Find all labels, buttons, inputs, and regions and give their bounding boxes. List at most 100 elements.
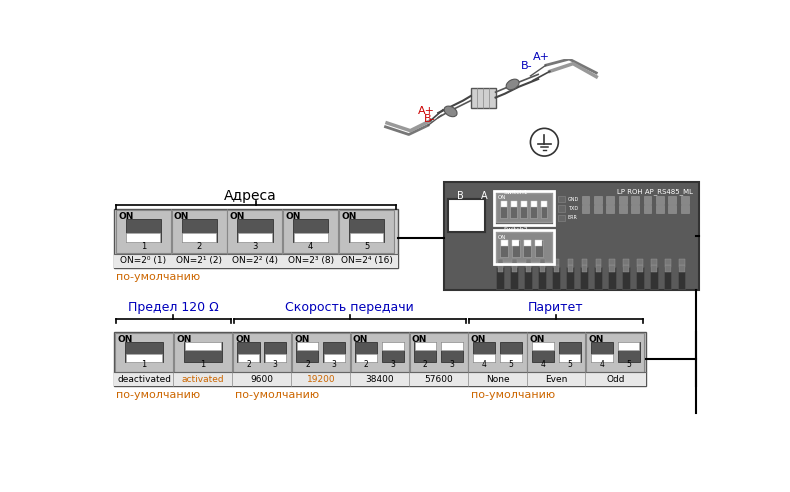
Bar bbox=[238, 341, 260, 362]
Bar bbox=[656, 205, 664, 213]
Bar bbox=[356, 341, 378, 362]
Bar bbox=[174, 333, 232, 371]
Bar bbox=[339, 210, 394, 253]
Bar bbox=[323, 354, 344, 362]
Bar bbox=[559, 341, 581, 362]
Text: 2: 2 bbox=[197, 242, 201, 251]
Bar bbox=[581, 265, 587, 272]
Bar bbox=[649, 267, 657, 288]
Text: ON: ON bbox=[118, 212, 134, 221]
Text: ON: ON bbox=[498, 195, 506, 200]
Bar bbox=[238, 233, 272, 242]
Bar bbox=[501, 240, 507, 246]
Bar bbox=[415, 341, 436, 350]
Bar bbox=[581, 259, 587, 265]
Bar bbox=[126, 233, 160, 242]
Text: A: A bbox=[480, 191, 487, 202]
Bar bbox=[264, 341, 286, 362]
Ellipse shape bbox=[444, 106, 457, 117]
Bar bbox=[473, 354, 495, 362]
Text: 4: 4 bbox=[482, 360, 487, 369]
Text: Предел 120 Ω: Предел 120 Ω bbox=[128, 301, 219, 314]
Bar bbox=[521, 201, 528, 217]
Bar bbox=[233, 333, 291, 371]
Bar bbox=[382, 341, 404, 350]
Bar bbox=[559, 215, 565, 221]
Bar bbox=[581, 196, 589, 204]
Bar bbox=[185, 341, 221, 350]
Bar bbox=[382, 341, 404, 362]
Text: deactivated: deactivated bbox=[117, 375, 171, 384]
Text: ON: ON bbox=[471, 336, 486, 344]
Text: 4: 4 bbox=[308, 242, 314, 251]
Bar bbox=[238, 354, 259, 362]
Text: ON=2¹ (2): ON=2¹ (2) bbox=[176, 256, 222, 265]
Bar bbox=[447, 199, 485, 232]
Bar bbox=[171, 210, 227, 253]
Text: ON: ON bbox=[341, 212, 357, 221]
Bar bbox=[568, 259, 573, 265]
Bar bbox=[184, 341, 221, 362]
Bar bbox=[568, 265, 573, 272]
Bar bbox=[638, 265, 643, 272]
Bar bbox=[554, 265, 559, 272]
Bar bbox=[541, 201, 547, 207]
Bar bbox=[540, 265, 545, 272]
Bar bbox=[526, 259, 531, 265]
Bar bbox=[536, 240, 543, 246]
Text: 3: 3 bbox=[252, 242, 258, 251]
Bar bbox=[500, 240, 508, 257]
Text: ON: ON bbox=[353, 336, 368, 344]
Bar bbox=[594, 267, 602, 288]
Bar bbox=[496, 193, 552, 222]
Bar bbox=[532, 341, 554, 362]
Ellipse shape bbox=[506, 79, 519, 90]
Bar bbox=[622, 267, 630, 288]
Bar bbox=[409, 333, 468, 371]
Bar bbox=[631, 205, 639, 213]
Bar bbox=[554, 259, 559, 265]
Bar bbox=[651, 259, 656, 265]
Bar bbox=[644, 196, 651, 204]
Bar bbox=[524, 240, 531, 257]
Text: LP ROH AP_RS485_ML: LP ROH AP_RS485_ML bbox=[617, 188, 693, 195]
Text: 19200: 19200 bbox=[307, 375, 335, 384]
Bar bbox=[512, 240, 519, 246]
Bar bbox=[501, 201, 507, 207]
Text: Switch1: Switch1 bbox=[504, 190, 529, 195]
Bar bbox=[679, 265, 685, 272]
Bar bbox=[323, 341, 345, 362]
Bar bbox=[540, 259, 545, 265]
Text: 5: 5 bbox=[364, 242, 369, 251]
Bar bbox=[471, 88, 495, 108]
Text: 5: 5 bbox=[509, 360, 514, 369]
Bar bbox=[559, 205, 565, 212]
Text: ON=2² (4): ON=2² (4) bbox=[232, 256, 278, 265]
Bar bbox=[618, 341, 640, 362]
Bar bbox=[644, 205, 651, 213]
Text: B-: B- bbox=[423, 114, 435, 123]
Text: 4: 4 bbox=[600, 360, 604, 369]
Text: Скорость передачи: Скорость передачи bbox=[285, 301, 414, 314]
Text: TXD: TXD bbox=[568, 206, 577, 211]
Bar bbox=[296, 341, 318, 362]
Bar bbox=[591, 341, 613, 362]
Text: 3: 3 bbox=[332, 360, 337, 369]
Text: 3: 3 bbox=[450, 360, 454, 369]
Bar bbox=[636, 267, 644, 288]
Text: по-умолчанию: по-умолчанию bbox=[235, 390, 319, 400]
Text: 3: 3 bbox=[390, 360, 396, 369]
Bar bbox=[265, 354, 286, 362]
Bar bbox=[594, 205, 602, 213]
Text: None: None bbox=[486, 375, 510, 384]
Bar bbox=[596, 259, 601, 265]
Text: 2: 2 bbox=[423, 360, 427, 369]
Bar bbox=[494, 230, 555, 264]
Text: 2: 2 bbox=[246, 360, 251, 369]
Bar bbox=[538, 267, 546, 288]
Bar bbox=[126, 341, 163, 362]
Bar bbox=[631, 196, 639, 204]
Text: GND: GND bbox=[568, 197, 579, 202]
Bar bbox=[581, 205, 589, 213]
Bar bbox=[228, 210, 283, 253]
